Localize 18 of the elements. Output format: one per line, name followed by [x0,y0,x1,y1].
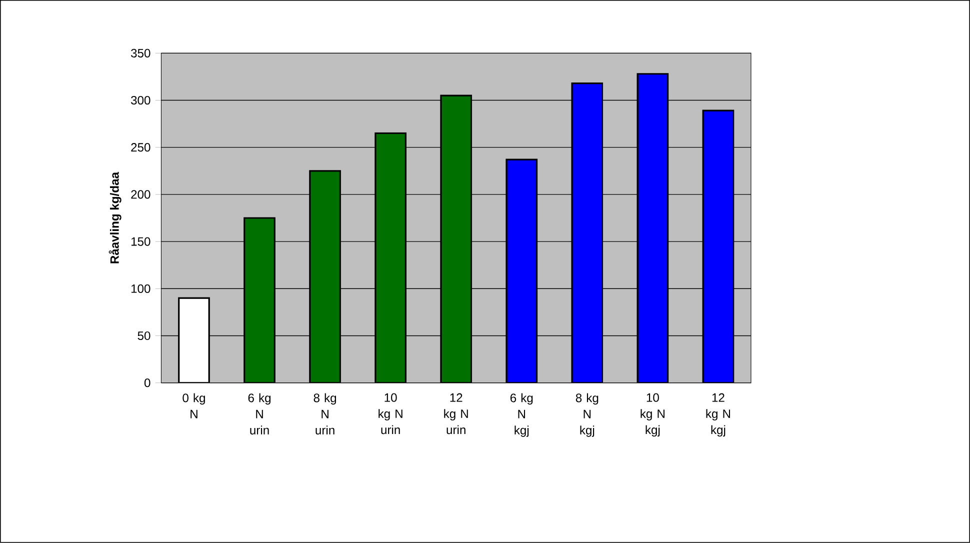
x-tick-label: 0 kg N [182,393,205,418]
y-tick-label: 250 [131,143,150,152]
x-tick-label: 12 kg N urin [444,393,468,434]
y-axis-title: Råavling kg/daa [108,172,122,264]
x-tick-label: 12 kg N kgj [706,393,730,437]
y-tick-label: 350 [131,48,150,58]
y-tick-label: 50 [138,332,150,340]
x-tick-label: 6 kg N kgj [510,393,533,437]
y-tick-label: 0 [144,378,150,388]
y-tick-label: 150 [131,237,150,246]
y-tick-label: 100 [131,284,150,293]
x-tick-label: 8 kg N urin [314,393,336,435]
x-tick-label: 8 kg N kgj [576,393,598,437]
x-tick-label: 10 kg N urin [378,393,402,434]
y-tick-label: 200 [131,190,150,199]
y-tick-label: 300 [131,96,150,105]
x-tick-label: 6 kg N urin [248,393,270,435]
x-tick-label: 10 kg N kgj [640,393,664,437]
